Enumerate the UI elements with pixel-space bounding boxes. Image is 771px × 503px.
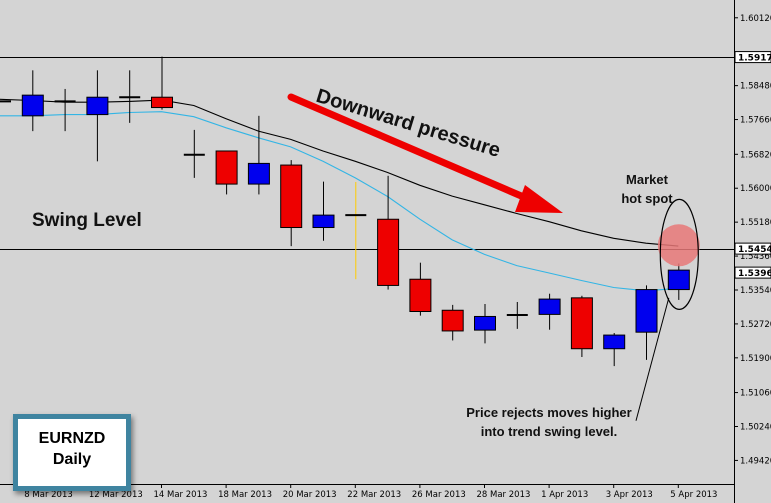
price-tick-label: 1.57660 (740, 116, 771, 126)
price-tag-label: 1.5454 (738, 245, 771, 255)
symbol-name: EURNZD (38, 430, 106, 447)
price-tick-label: 1.51900 (740, 354, 771, 364)
candle-bull-body (667, 269, 690, 291)
candle-bull-body (86, 96, 109, 116)
candle-bear-body (570, 297, 593, 350)
price-tag-box (734, 51, 771, 64)
time-tick-label: 22 Mar 2013 (347, 490, 401, 500)
price-tick-label: 1.54360 (740, 252, 771, 262)
candle-bull-body (635, 289, 658, 333)
downward-pressure-arrow-head (515, 185, 563, 213)
candle-bear-body (441, 309, 464, 332)
time-tick-label: 14 Mar 2013 (154, 490, 208, 500)
market-hot-spot-label: Market hot spot (621, 172, 673, 206)
time-tick-label: 12 Mar 2013 (89, 490, 143, 500)
price-tick-label: 1.55180 (740, 218, 771, 228)
price-tag-label: 1.5396 (738, 269, 771, 279)
price-tick-label: 1.49420 (740, 456, 771, 466)
price-tick-label: 1.53540 (740, 286, 771, 296)
time-tick-label: 28 Mar 2013 (477, 490, 531, 500)
swing-level-label: Swing Level (32, 210, 142, 231)
ema-slow-line (0, 98, 679, 247)
candle-bull-body (474, 315, 496, 331)
symbol-box: EURNZD Daily (13, 414, 131, 491)
price-tick-label: 1.52720 (740, 320, 771, 330)
time-tick-label: 8 Mar 2013 (24, 490, 72, 500)
candle-bear-body (409, 278, 432, 312)
candle-bear-body (280, 164, 303, 229)
time-tick-label: 20 Mar 2013 (283, 490, 337, 500)
candle-bear-body (377, 218, 400, 286)
time-tick-label: 26 Mar 2013 (412, 490, 466, 500)
price-tick-label: 1.51060 (740, 389, 771, 399)
price-tick-label: 1.60120 (740, 14, 771, 24)
candle-bull-body (538, 298, 561, 315)
candle-bull-body (247, 162, 270, 185)
candle-bear-body (151, 96, 173, 109)
price-tick-label: 1.58480 (740, 82, 771, 92)
ema-fast-line (0, 111, 679, 292)
price-tick-label: 1.50240 (740, 422, 771, 432)
price-tag-box (734, 242, 771, 255)
price-tick-label: 1.56000 (740, 184, 771, 194)
candle-bull-body (21, 94, 44, 117)
downward-pressure-arrow-shaft (287, 93, 537, 205)
time-tick-label: 3 Apr 2013 (606, 490, 653, 500)
time-tick-label: 18 Mar 2013 (218, 490, 272, 500)
price-tag-label: 1.5917 (738, 54, 771, 64)
candle-bull-body (603, 334, 626, 350)
hotspot-ellipse (659, 198, 699, 311)
price-rejects-note: Price rejects moves higher into trend sw… (466, 405, 632, 439)
note-pointer-line (635, 297, 670, 421)
hotspot-circle (657, 224, 700, 267)
timeframe-name: Daily (52, 451, 92, 468)
candle-bull-body (312, 214, 335, 229)
price-tick-label: 1.56820 (740, 150, 771, 160)
time-tick-label: 1 Apr 2013 (541, 490, 588, 500)
candle-bear-body (215, 150, 238, 185)
time-tick-label: 5 Apr 2013 (670, 490, 717, 500)
price-tag-box (734, 266, 771, 279)
